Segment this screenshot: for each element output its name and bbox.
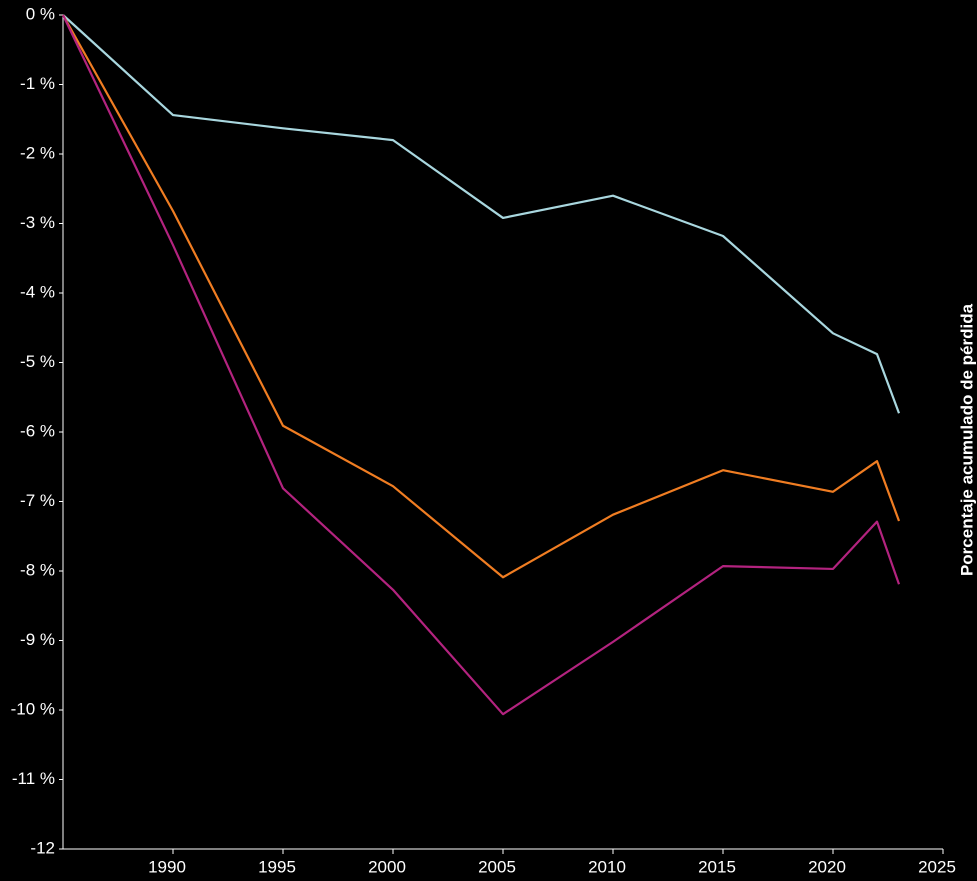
x-tick-label: 2000: [368, 857, 406, 876]
y-tick-label: -2 %: [20, 143, 55, 162]
x-tick-label: 2010: [588, 857, 626, 876]
y-tick-label: -5 %: [20, 352, 55, 371]
x-tick-label: 1990: [148, 857, 186, 876]
x-tick-label: 1995: [258, 857, 296, 876]
y-tick-label: -10 %: [11, 699, 55, 718]
x-tick-label: 2015: [698, 857, 736, 876]
x-tick-label: 2005: [478, 857, 516, 876]
y-tick-label: -11 %: [12, 769, 55, 788]
y-tick-label: -1 %: [20, 74, 55, 93]
series-line: [62, 14, 901, 414]
y-tick-label: -4 %: [20, 282, 55, 301]
y-tick-label: -7 %: [20, 491, 55, 510]
series-line: [62, 14, 901, 716]
y-tick-label: -6 %: [20, 421, 55, 440]
y-tick-label: -8 %: [20, 560, 55, 579]
y-tick-label: -12: [30, 838, 55, 857]
y-tick-label: -9 %: [20, 630, 55, 649]
series-line: [62, 14, 901, 579]
x-tick-label: 2020: [808, 857, 846, 876]
x-tick-label: 2025: [918, 857, 956, 876]
y-axis-title: Porcentaje acumulado de pérdida: [957, 303, 976, 576]
y-tick-label: 0 %: [26, 4, 55, 23]
y-tick-label: -3 %: [20, 213, 55, 232]
